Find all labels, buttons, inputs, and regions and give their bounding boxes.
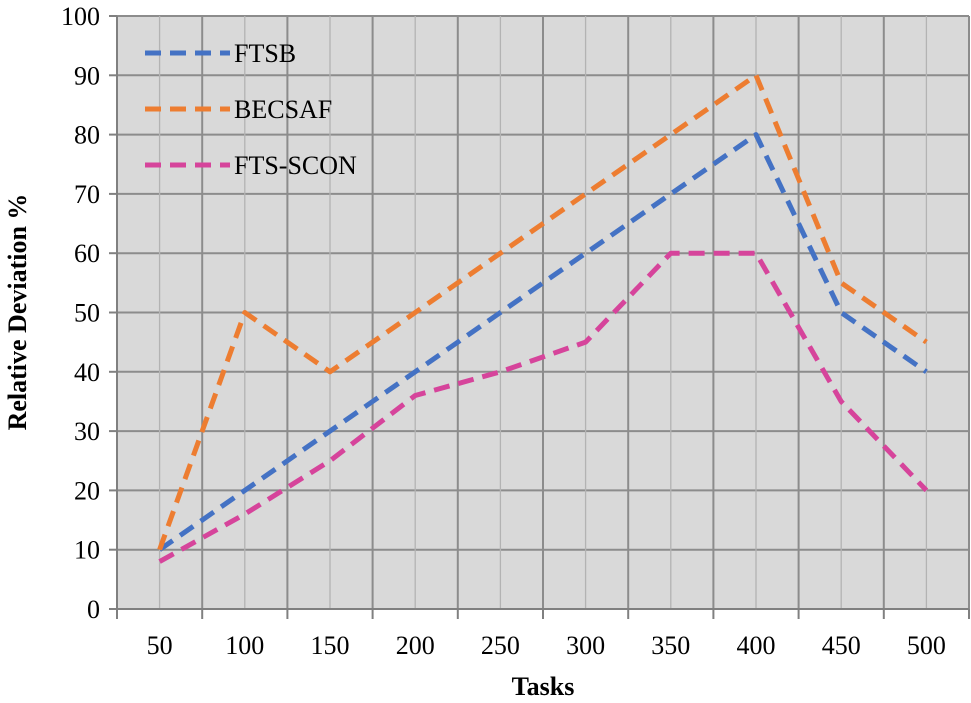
x-tick-label: 500 [907,631,946,660]
x-tick-label: 200 [396,631,435,660]
y-tick-labels: 0 10 20 30 40 50 60 70 80 90 100 [61,2,100,624]
x-tick-label: 300 [566,631,605,660]
series-line-ftsb [158,132,928,552]
x-tick-label: 250 [481,631,520,660]
legend-label-fts-scon: FTS-SCON [234,151,357,180]
y-tick-label: 90 [74,61,100,90]
y-tick-label: 60 [74,239,100,268]
x-tick-label: 350 [651,631,690,660]
grid-lines [116,15,970,610]
legend-label-ftsb: FTSB [234,39,296,68]
x-tick-label: 50 [147,631,173,660]
axes [109,15,970,619]
y-tick-label: 80 [74,121,100,150]
y-axis-title: Relative Deviation % [3,194,32,431]
y-tick-label: 0 [87,595,100,624]
x-tick-label: 400 [737,631,776,660]
x-axis-title: Tasks [512,672,575,701]
x-tick-label: 100 [225,631,264,660]
x-tick-label: 150 [311,631,350,660]
y-tick-label: 50 [74,299,100,328]
legend-label-becsaf: BECSAF [234,95,332,124]
y-tick-label: 100 [61,2,100,31]
y-tick-label: 10 [74,536,100,565]
legend: FTSB BECSAF FTS-SCON [145,39,357,180]
series-lines [157,72,929,564]
y-tick-label: 40 [74,358,100,387]
y-tick-label: 20 [74,476,100,505]
x-tick-label: 450 [822,631,861,660]
y-tick-label: 70 [74,180,100,209]
series-line-becsaf [157,72,928,551]
x-tick-labels: 50 100 150 200 250 300 350 400 450 500 [147,631,946,660]
series-line-fts-scon [158,250,929,564]
y-tick-label: 30 [74,417,100,446]
